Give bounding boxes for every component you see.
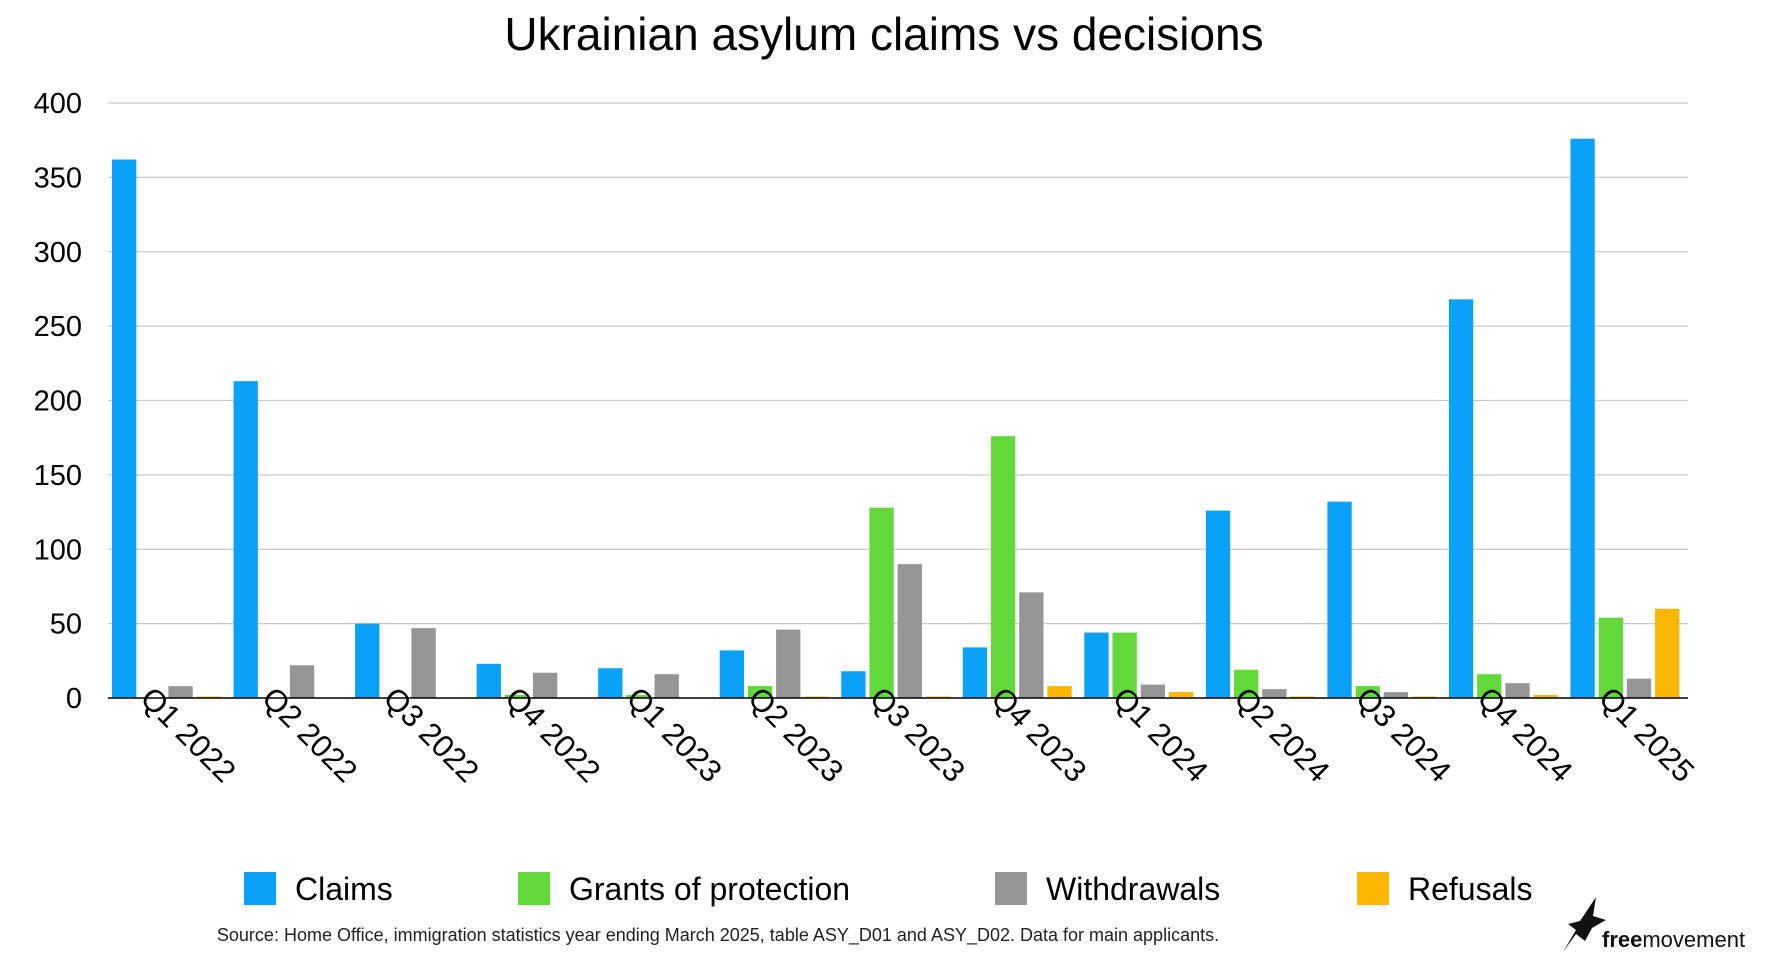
bar-withdrawals-q1-2024 xyxy=(1140,684,1166,698)
bar-refusals-q1-2024 xyxy=(1168,692,1194,698)
bars xyxy=(112,138,1680,699)
bar-withdrawals-q1-2022 xyxy=(168,686,193,698)
bar-withdrawals-q4-2024 xyxy=(1505,683,1530,699)
bar-withdrawals-q2-2024 xyxy=(1262,689,1287,698)
y-tick-label: 400 xyxy=(34,88,82,120)
y-tick-label: 0 xyxy=(66,683,82,715)
bar-claims-q2-2023 xyxy=(719,650,744,698)
bar-claims-q2-2024 xyxy=(1205,510,1231,698)
bar-grants-of-protection-q3-2024 xyxy=(1355,686,1380,698)
y-tick-label: 200 xyxy=(34,386,82,418)
bar-withdrawals-q3-2022 xyxy=(411,628,436,698)
bar-withdrawals-q3-2024 xyxy=(1383,692,1409,698)
bar-refusals-q4-2024 xyxy=(1533,695,1558,698)
bar-withdrawals-q3-2023 xyxy=(897,564,922,699)
bar-claims-q4-2022 xyxy=(476,663,501,698)
bar-claims-q4-2024 xyxy=(1448,299,1474,698)
legend-label-withdrawals: Withdrawals xyxy=(1046,871,1220,907)
y-axis-tick-labels: 0 50 100 150 200 250 300 350 400 xyxy=(34,88,82,715)
bar-claims-q4-2023 xyxy=(962,647,988,698)
bar-claims-q1-2024 xyxy=(1084,632,1109,698)
bar-claims-q1-2025 xyxy=(1570,138,1595,698)
legend-swatch-grants-of-protection xyxy=(518,872,550,905)
bar-grants-of-protection-q4-2024 xyxy=(1477,674,1502,698)
bar-grants-of-protection-q1-2024 xyxy=(1112,632,1137,698)
legend-swatch-withdrawals xyxy=(995,872,1027,905)
y-tick-label: 50 xyxy=(50,609,82,641)
bar-claims-q1-2023 xyxy=(598,668,623,698)
legend-swatch-refusals xyxy=(1357,872,1389,905)
bar-claims-q1-2022 xyxy=(112,159,137,698)
legend: Claims Grants of protection Withdrawals Ref… xyxy=(244,871,1533,907)
gridlines xyxy=(108,102,1688,625)
bar-grants-of-protection-q1-2025 xyxy=(1598,617,1623,698)
legend-label-claims: Claims xyxy=(295,871,393,907)
bar-refusals-q4-2023 xyxy=(1047,686,1072,698)
logo-movement-text: movement xyxy=(1642,927,1745,952)
y-tick-label: 300 xyxy=(34,237,82,269)
bar-grants-of-protection-q4-2023 xyxy=(990,436,1016,698)
bar-claims-q3-2024 xyxy=(1327,501,1352,698)
bar-withdrawals-q2-2022 xyxy=(289,665,315,698)
bar-claims-q2-2022 xyxy=(233,381,258,698)
legend-swatch-claims xyxy=(244,872,276,905)
legend-label-grants-of-protection: Grants of protection xyxy=(569,871,850,907)
y-tick-label: 350 xyxy=(34,162,82,194)
bird-icon xyxy=(1563,897,1606,952)
bar-grants-of-protection-q1-2023 xyxy=(626,695,651,698)
bar-withdrawals-q4-2023 xyxy=(1019,592,1044,698)
chart-title: Ukrainian asylum claims vs decisions xyxy=(504,8,1263,60)
bar-withdrawals-q2-2023 xyxy=(776,629,801,698)
bar-grants-of-protection-q3-2023 xyxy=(869,507,894,698)
bar-grants-of-protection-q2-2024 xyxy=(1234,669,1259,698)
y-tick-label: 150 xyxy=(34,460,82,492)
logo-free-text: free xyxy=(1602,927,1642,952)
y-tick-label: 250 xyxy=(34,311,82,343)
bar-grants-of-protection-q4-2022 xyxy=(504,695,530,698)
bar-withdrawals-q1-2023 xyxy=(654,674,679,698)
source-note: Source: Home Office, immigration statist… xyxy=(217,925,1219,946)
bar-withdrawals-q4-2022 xyxy=(533,672,558,698)
bar-claims-q3-2022 xyxy=(355,623,380,699)
bar-withdrawals-q1-2025 xyxy=(1626,678,1652,698)
bar-grants-of-protection-q2-2023 xyxy=(747,686,773,698)
bar-claims-q3-2023 xyxy=(841,671,866,698)
legend-label-refusals: Refusals xyxy=(1408,871,1533,907)
logo: freemovement xyxy=(1563,897,1745,952)
y-tick-label: 100 xyxy=(34,534,82,566)
bar-refusals-q1-2025 xyxy=(1655,608,1680,698)
svg-text:freemovement: freemovement xyxy=(1602,927,1745,952)
